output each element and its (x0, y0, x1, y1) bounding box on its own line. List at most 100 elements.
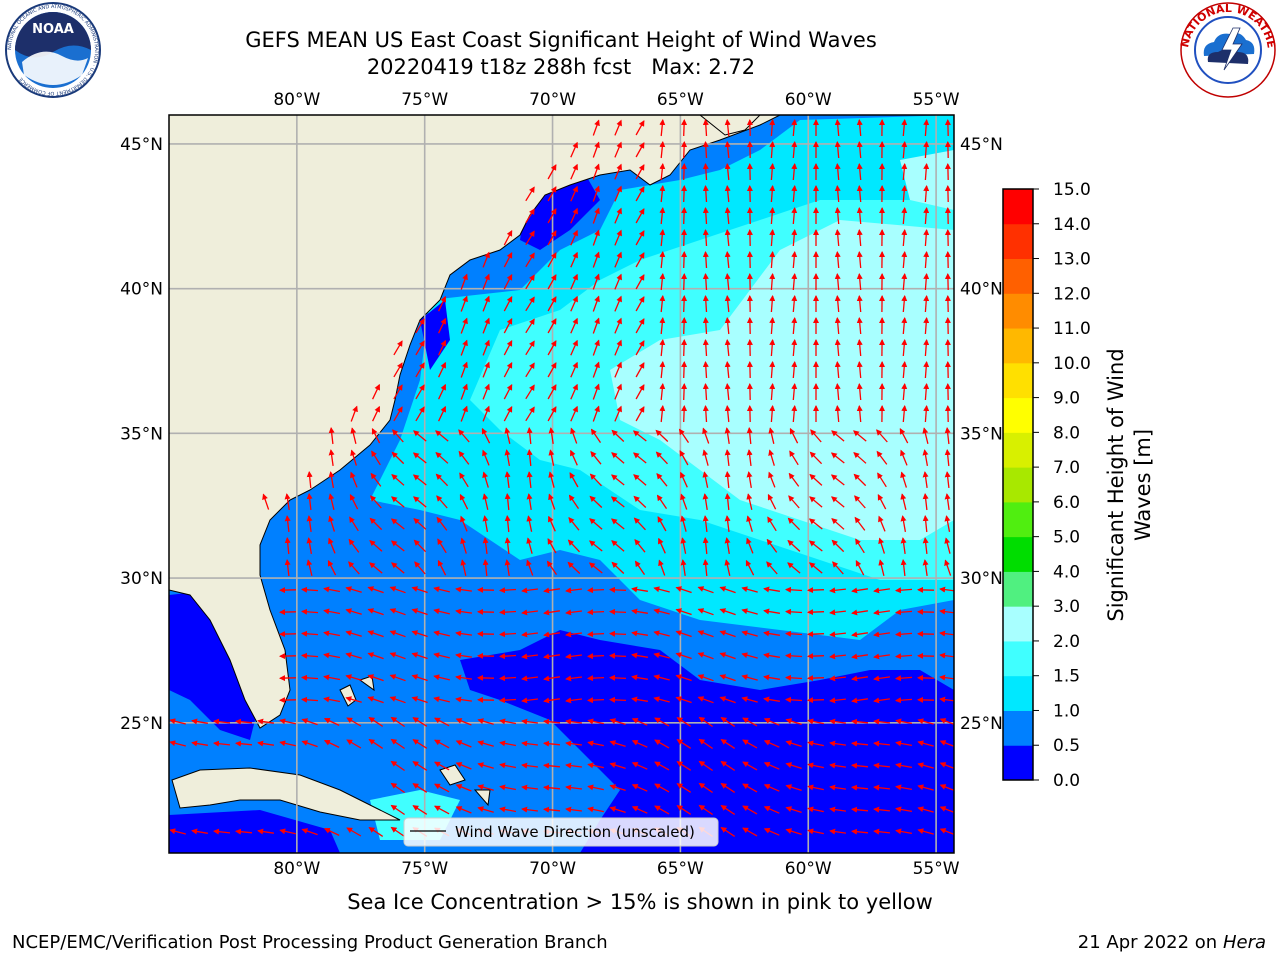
wave-direction-arrow (895, 762, 913, 769)
wave-direction-arrow (328, 493, 335, 510)
wave-direction-arrow (895, 806, 913, 813)
wave-direction-arrow (702, 405, 709, 423)
wave-direction-arrow (681, 185, 688, 203)
wave-direction-arrow (526, 537, 533, 554)
wave-direction-arrow (482, 339, 490, 356)
lon-tick-label: 75°W (401, 90, 448, 110)
lat-tick-label: 40°N (120, 280, 163, 300)
wave-direction-arrow (503, 230, 513, 246)
wave-direction-arrow (614, 383, 622, 400)
wave-direction-arrow (306, 559, 313, 576)
wave-direction-arrow (543, 653, 560, 660)
wave-direction-arrow (791, 163, 798, 181)
wave-direction-arrow (235, 740, 253, 747)
lat-tick-label: 45°N (960, 135, 1003, 155)
wave-direction-arrow (807, 740, 824, 747)
wave-direction-arrow (611, 561, 625, 574)
wave-direction-arrow (391, 474, 405, 486)
wave-direction-arrow (455, 696, 472, 703)
wave-direction-arrow (565, 784, 582, 791)
wave-direction-arrow (895, 631, 913, 638)
wave-direction-arrow (370, 495, 382, 509)
wave-direction-arrow (543, 675, 560, 682)
wave-direction-arrow (724, 449, 731, 466)
wave-direction-arrow (482, 383, 490, 400)
wave-direction-arrow (895, 587, 913, 594)
wave-direction-arrow (543, 784, 561, 791)
wave-direction-arrow (901, 273, 908, 291)
wave-direction-arrow (856, 295, 863, 313)
wave-direction-arrow (327, 560, 337, 576)
wave-direction-arrow (654, 761, 670, 771)
wave-direction-arrow (742, 761, 758, 771)
wave-direction-arrow (697, 652, 714, 660)
wave-direction-arrow (567, 561, 581, 574)
wave-direction-arrow (787, 517, 801, 531)
colorbar-bin (1003, 293, 1033, 329)
wave-direction-arrow (787, 562, 801, 574)
wave-direction-arrow (460, 273, 468, 290)
wave-direction-arrow (458, 429, 470, 443)
wave-direction-arrow (631, 674, 649, 681)
wave-direction-arrow (631, 806, 648, 814)
wave-direction-arrow (785, 652, 803, 659)
wave-direction-arrow (834, 229, 841, 247)
wave-direction-arrow (895, 675, 913, 682)
wave-direction-arrow (460, 537, 467, 554)
wave-direction-arrow (741, 630, 758, 637)
wave-direction-arrow (834, 339, 841, 357)
wave-direction-arrow (785, 828, 802, 836)
wave-direction-arrow (763, 630, 781, 637)
wave-direction-arrow (702, 273, 709, 291)
wave-direction-arrow (900, 493, 907, 510)
wave-direction-arrow (873, 697, 890, 704)
wave-direction-arrow (659, 273, 666, 291)
wave-direction-arrow (565, 631, 582, 638)
wave-direction-arrow (808, 540, 823, 552)
wave-direction-arrow (632, 430, 647, 442)
wave-direction-arrow (697, 608, 714, 616)
wave-direction-arrow (477, 806, 494, 813)
wave-direction-arrow (853, 452, 867, 464)
wave-direction-arrow (702, 207, 709, 225)
colorbar-bin (1003, 501, 1033, 538)
wave-direction-arrow (345, 630, 362, 637)
wave-direction-arrow (568, 517, 580, 531)
wave-direction-arrow (785, 630, 803, 637)
wave-direction-arrow (592, 405, 600, 422)
wave-direction-arrow (411, 696, 428, 704)
wave-direction-arrow (635, 142, 645, 158)
wave-direction-arrow (436, 516, 448, 531)
wave-direction-arrow (791, 339, 798, 357)
wave-direction-arrow (504, 449, 511, 467)
wave-direction-arrow (433, 630, 450, 637)
wave-direction-arrow (829, 762, 846, 769)
wave-direction-arrow (807, 609, 825, 616)
wave-direction-arrow (809, 496, 823, 508)
wave-direction-arrow (393, 406, 403, 422)
wave-direction-arrow (521, 718, 538, 725)
wave-direction-arrow (570, 449, 578, 466)
wave-direction-arrow (719, 586, 736, 594)
wave-direction-arrow (525, 296, 535, 312)
wave-direction-arrow (482, 471, 489, 488)
wave-direction-arrow (659, 361, 666, 379)
wave-direction-arrow (526, 427, 533, 445)
wave-direction-arrow (851, 609, 868, 616)
wave-direction-arrow (390, 716, 405, 728)
wave-direction-arrow (499, 631, 517, 638)
wave-direction-arrow (367, 674, 384, 682)
wave-direction-arrow (856, 339, 863, 357)
wave-direction-arrow (724, 361, 731, 379)
wave-direction-arrow (415, 318, 425, 334)
wave-direction-arrow (944, 471, 951, 488)
wave-direction-arrow (587, 762, 604, 769)
wave-direction-arrow (568, 494, 580, 509)
wave-direction-arrow (570, 141, 578, 158)
wave-direction-arrow (590, 451, 602, 465)
wave-direction-arrow (679, 450, 689, 466)
wave-direction-arrow (724, 515, 731, 532)
wave-direction-arrow (791, 207, 798, 225)
wave-direction-arrow (413, 518, 427, 530)
wave-direction-arrow (389, 696, 406, 704)
